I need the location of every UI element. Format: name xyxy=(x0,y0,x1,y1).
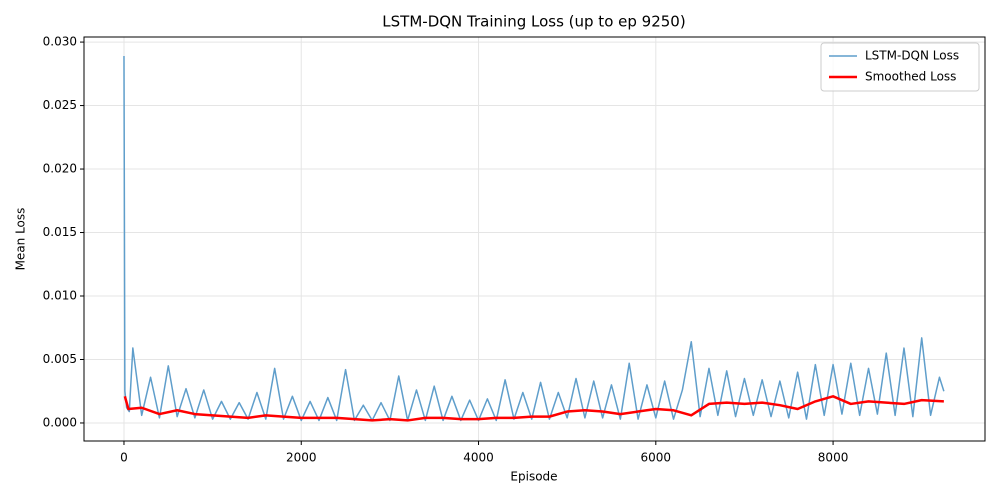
y-axis-label: Mean Loss xyxy=(14,208,28,271)
y-tick-label: 0.000 xyxy=(43,415,77,429)
y-tick-label: 0.005 xyxy=(43,352,77,366)
series-line xyxy=(123,395,944,422)
chart-title: LSTM-DQN Training Loss (up to ep 9250) xyxy=(382,13,685,31)
y-tick-label: 0.010 xyxy=(43,289,77,303)
legend-label: Smoothed Loss xyxy=(865,70,956,84)
x-axis-label: Episode xyxy=(510,470,557,484)
legend-box xyxy=(820,42,980,92)
x-tick-label: 0 xyxy=(120,451,128,465)
x-tick-label: 6000 xyxy=(641,451,672,465)
plot-frame xyxy=(83,36,986,442)
y-tick-label: 0.020 xyxy=(43,162,77,176)
y-tick-label: 0.025 xyxy=(43,98,77,112)
series-line xyxy=(123,56,945,422)
y-tick-label: 0.015 xyxy=(43,225,77,239)
x-tick-label: 4000 xyxy=(463,451,494,465)
y-tick-label: 0.030 xyxy=(43,35,77,49)
legend-label: LSTM-DQN Loss xyxy=(865,49,959,63)
x-tick-label: 8000 xyxy=(818,451,849,465)
x-tick-label: 2000 xyxy=(286,451,317,465)
